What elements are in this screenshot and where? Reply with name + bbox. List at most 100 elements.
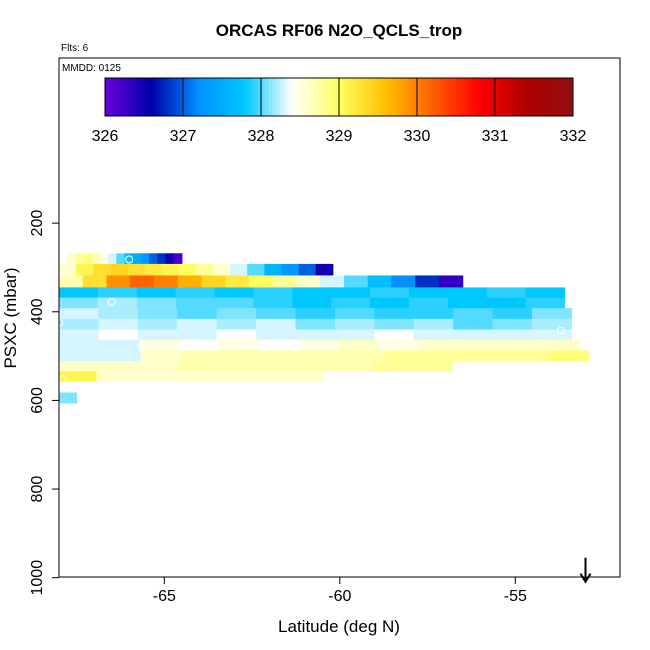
colorbar-swatch — [229, 78, 235, 116]
heatmap-cell — [374, 329, 415, 341]
heatmap-cell — [331, 297, 371, 309]
heatmap-cell — [412, 360, 453, 372]
colorbar-swatch — [300, 78, 305, 116]
heatmap-cell — [216, 329, 257, 341]
colorbar-swatch — [467, 78, 473, 116]
heatmap-cell — [134, 371, 173, 383]
heatmap-cell — [96, 371, 135, 383]
heatmap-cell — [486, 287, 527, 298]
heatmap-cell — [331, 287, 371, 298]
heatmap-cell — [298, 263, 317, 276]
colorbar-swatch — [456, 78, 461, 116]
flights-label: Flts: 6 — [61, 43, 89, 54]
heatmap-cell — [108, 253, 117, 265]
heatmap-cell — [248, 275, 274, 288]
colorbar-swatch — [171, 78, 176, 116]
colorbar-swatch — [190, 78, 196, 116]
y-tick-label: 600 — [29, 387, 46, 414]
colorbar-tick-label: 332 — [560, 128, 587, 145]
colorbar-swatch — [237, 78, 242, 116]
colorbar-swatch — [276, 78, 281, 116]
heatmap-cell — [272, 275, 298, 288]
heatmap-cell — [498, 339, 540, 351]
heatmap-cell — [165, 253, 175, 265]
heatmap-cell — [130, 275, 155, 288]
colorbar-swatch — [272, 78, 278, 116]
heatmap-cell — [295, 308, 336, 320]
heatmap-cell — [295, 329, 336, 341]
colorbar-swatch — [370, 78, 375, 116]
colorbar-swatch — [475, 78, 480, 116]
colorbar-swatch — [553, 78, 558, 116]
heatmap-cell — [466, 350, 509, 362]
colorbar-swatch — [495, 78, 500, 116]
colorbar-swatch — [112, 78, 118, 116]
heatmap-cell — [59, 275, 84, 288]
heatmap-cell — [334, 360, 375, 372]
colorbar-swatch — [331, 78, 336, 116]
colorbar-swatch — [561, 78, 566, 116]
heatmap-cell — [548, 350, 590, 362]
colorbar-swatch — [354, 78, 359, 116]
colorbar-swatch — [296, 78, 301, 116]
heatmap-cell — [453, 308, 494, 320]
y-tick-label: 1000 — [29, 560, 46, 596]
colorbar-swatch — [136, 78, 141, 116]
heatmap-cell — [418, 339, 460, 351]
heatmap-cell — [264, 263, 283, 276]
colorbar-swatch — [385, 78, 391, 116]
heatmap-cell — [157, 253, 167, 265]
heatmap-cell — [320, 275, 345, 288]
heatmap-cell — [373, 360, 414, 372]
date-label: MMDD: 0125 — [62, 63, 121, 74]
heatmap-cell — [176, 360, 217, 372]
heatmap-cell — [247, 371, 286, 383]
sample-marker — [62, 268, 70, 277]
sample-marker — [58, 505, 67, 513]
colorbar-swatch — [510, 78, 515, 116]
colorbar-swatch — [530, 78, 535, 116]
sample-marker — [574, 454, 583, 462]
heatmap-cell — [171, 371, 211, 383]
colorbar-swatch — [257, 78, 262, 116]
colorbar-swatch — [502, 78, 508, 116]
heatmap-cell — [532, 308, 573, 320]
colorbar-swatch — [105, 78, 110, 116]
heatmap-cell — [222, 350, 264, 362]
heatmap-cell — [216, 308, 257, 320]
heatmap-cell — [538, 339, 580, 351]
colorbar-swatch — [491, 78, 496, 116]
heatmap-cell — [144, 263, 163, 276]
heatmap-cell — [97, 287, 138, 298]
sample-marker — [76, 429, 85, 438]
colorbar-swatch — [487, 78, 492, 116]
heatmap-cell — [137, 329, 178, 341]
colorbar-swatch — [186, 78, 192, 116]
x-axis: -65 -60 -55 — [153, 577, 527, 605]
colorbar-swatch — [159, 78, 164, 116]
heatmap-cell — [253, 287, 293, 298]
heatmap-cell — [97, 297, 138, 309]
colorbar-swatch — [206, 78, 211, 116]
heatmap-cell — [413, 318, 454, 330]
heatmap-cell — [255, 360, 296, 372]
heatmap-cell — [98, 360, 139, 372]
heatmap-cell — [173, 253, 183, 265]
colorbar-swatch — [175, 78, 180, 116]
colorbar-swatch — [264, 78, 270, 116]
heatmap-cell — [177, 308, 218, 320]
heatmap-cell — [214, 287, 254, 298]
heatmap-cell — [137, 308, 178, 320]
heatmap-cell — [370, 287, 410, 298]
colorbar-swatch — [132, 78, 137, 116]
colorbar-swatch — [479, 78, 484, 116]
colorbar-swatch — [428, 78, 434, 116]
heatmap-cell — [67, 253, 76, 265]
colorbar-swatch — [155, 78, 161, 116]
heatmap-cell — [447, 287, 488, 298]
heatmap-cell — [59, 381, 95, 393]
heatmap-cell — [525, 287, 566, 298]
colorbar-swatch — [463, 78, 469, 116]
x-tick-label: -60 — [328, 588, 351, 605]
heatmap-cell — [140, 350, 182, 362]
